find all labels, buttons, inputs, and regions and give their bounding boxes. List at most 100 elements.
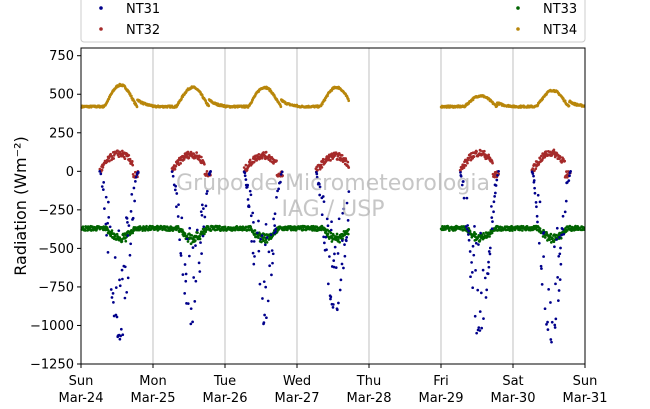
nt31-point [203,215,207,219]
nt31-point [270,249,274,252]
nt32-point [176,161,180,164]
nt31-point [260,234,264,237]
nt32-point [186,150,190,154]
nt31-point [479,231,482,235]
nt31-point [118,278,121,282]
nt31-point [276,189,279,193]
nt32-point [262,151,265,154]
nt32-point [123,157,127,161]
nt33-point [486,235,489,239]
nt31-point [478,329,482,332]
nt33-point [81,225,85,229]
nt31-point [477,243,480,246]
nt31-point [345,201,349,205]
nt33-point [490,231,494,235]
nt32-point [534,167,538,171]
nt33-point [204,230,208,234]
nt33-point [206,225,210,228]
nt32-point [130,160,134,163]
nt31-point [275,195,278,199]
nt31-point [490,205,493,208]
nt31-point [332,259,336,262]
nt32-point [488,156,492,160]
nt31-point [317,182,321,186]
x-axis: Sun Mar-24 Mon Mar-25 Tue Mar-26 Wed Mar-27 Thu M… [59,364,607,406]
nt31-point [118,284,122,288]
nt31-point [246,183,250,187]
nt33-point [198,237,202,241]
nt31-point [130,192,134,196]
nt31-point [471,244,475,248]
nt32-point [260,156,264,160]
nt31-point [125,290,129,294]
nt31-point [336,252,340,255]
nt31-point [330,220,333,224]
nt33-point [311,224,315,228]
nt31-point [465,227,469,231]
nt34-point [207,104,211,108]
nt31-point [263,313,266,317]
nt31-point [121,277,124,281]
nt33-point [336,238,340,242]
nt31-point [107,216,111,219]
nt31-point [343,243,346,247]
nt31-point [542,255,545,258]
nt31-point [558,252,562,256]
nt32-point [544,150,548,153]
nt31-point [329,228,333,232]
nt31-point [175,192,179,195]
nt33-point [265,240,269,244]
nt33-point [196,231,199,234]
nt31-point [484,296,488,299]
nt31-point [477,326,481,329]
nt32-point [174,164,178,168]
nt31-point [111,292,115,295]
legend: NT31 NT32 NT33 NT34 [80,0,586,43]
nt32-point [563,159,567,163]
nt33-point [552,240,556,244]
nt31-point [480,326,484,330]
nt31-point [179,254,183,257]
nt32-point [347,166,351,169]
nt31-point [194,279,198,283]
nt31-point [492,200,496,204]
nt31-point [271,252,275,256]
nt32-point [264,150,268,154]
nt31-point [536,193,540,197]
nt33-point [335,232,339,236]
nt31-point [535,205,538,209]
nt32-point [491,161,494,165]
nt33-point [262,239,265,243]
legend-marker-nt33 [516,6,520,10]
nt31-point [549,338,553,341]
nt33-point [478,239,482,242]
nt33-point [482,231,485,235]
x-tick-date: Mar-26 [203,391,248,406]
gridlines [152,48,514,364]
nt31-point [198,270,202,273]
nt31-point [550,340,553,344]
nt31-point [325,217,329,221]
nt31-point [315,175,319,179]
nt33-point [346,232,350,236]
legend-label-nt31: NT31 [126,2,160,17]
nt31-point [274,230,277,233]
nt33-point [177,226,180,230]
nt31-point [555,238,558,241]
nt31-point [557,254,561,258]
nt31-point [560,233,563,237]
nt32-point [257,152,261,156]
x-tick-weekday: Mon [139,374,166,389]
nt31-point [550,320,554,324]
watermark-line-2: IAG / USP [282,197,385,222]
nt31-point [542,230,546,234]
nt32-point [179,162,182,165]
nt31-point [250,239,253,243]
nt33-point [538,227,542,231]
nt31-point [264,285,268,289]
nt31-point [345,236,349,239]
nt33-point [476,236,480,239]
nt31-point [121,333,125,337]
nt32-point [107,156,111,160]
nt31-point [540,283,544,286]
